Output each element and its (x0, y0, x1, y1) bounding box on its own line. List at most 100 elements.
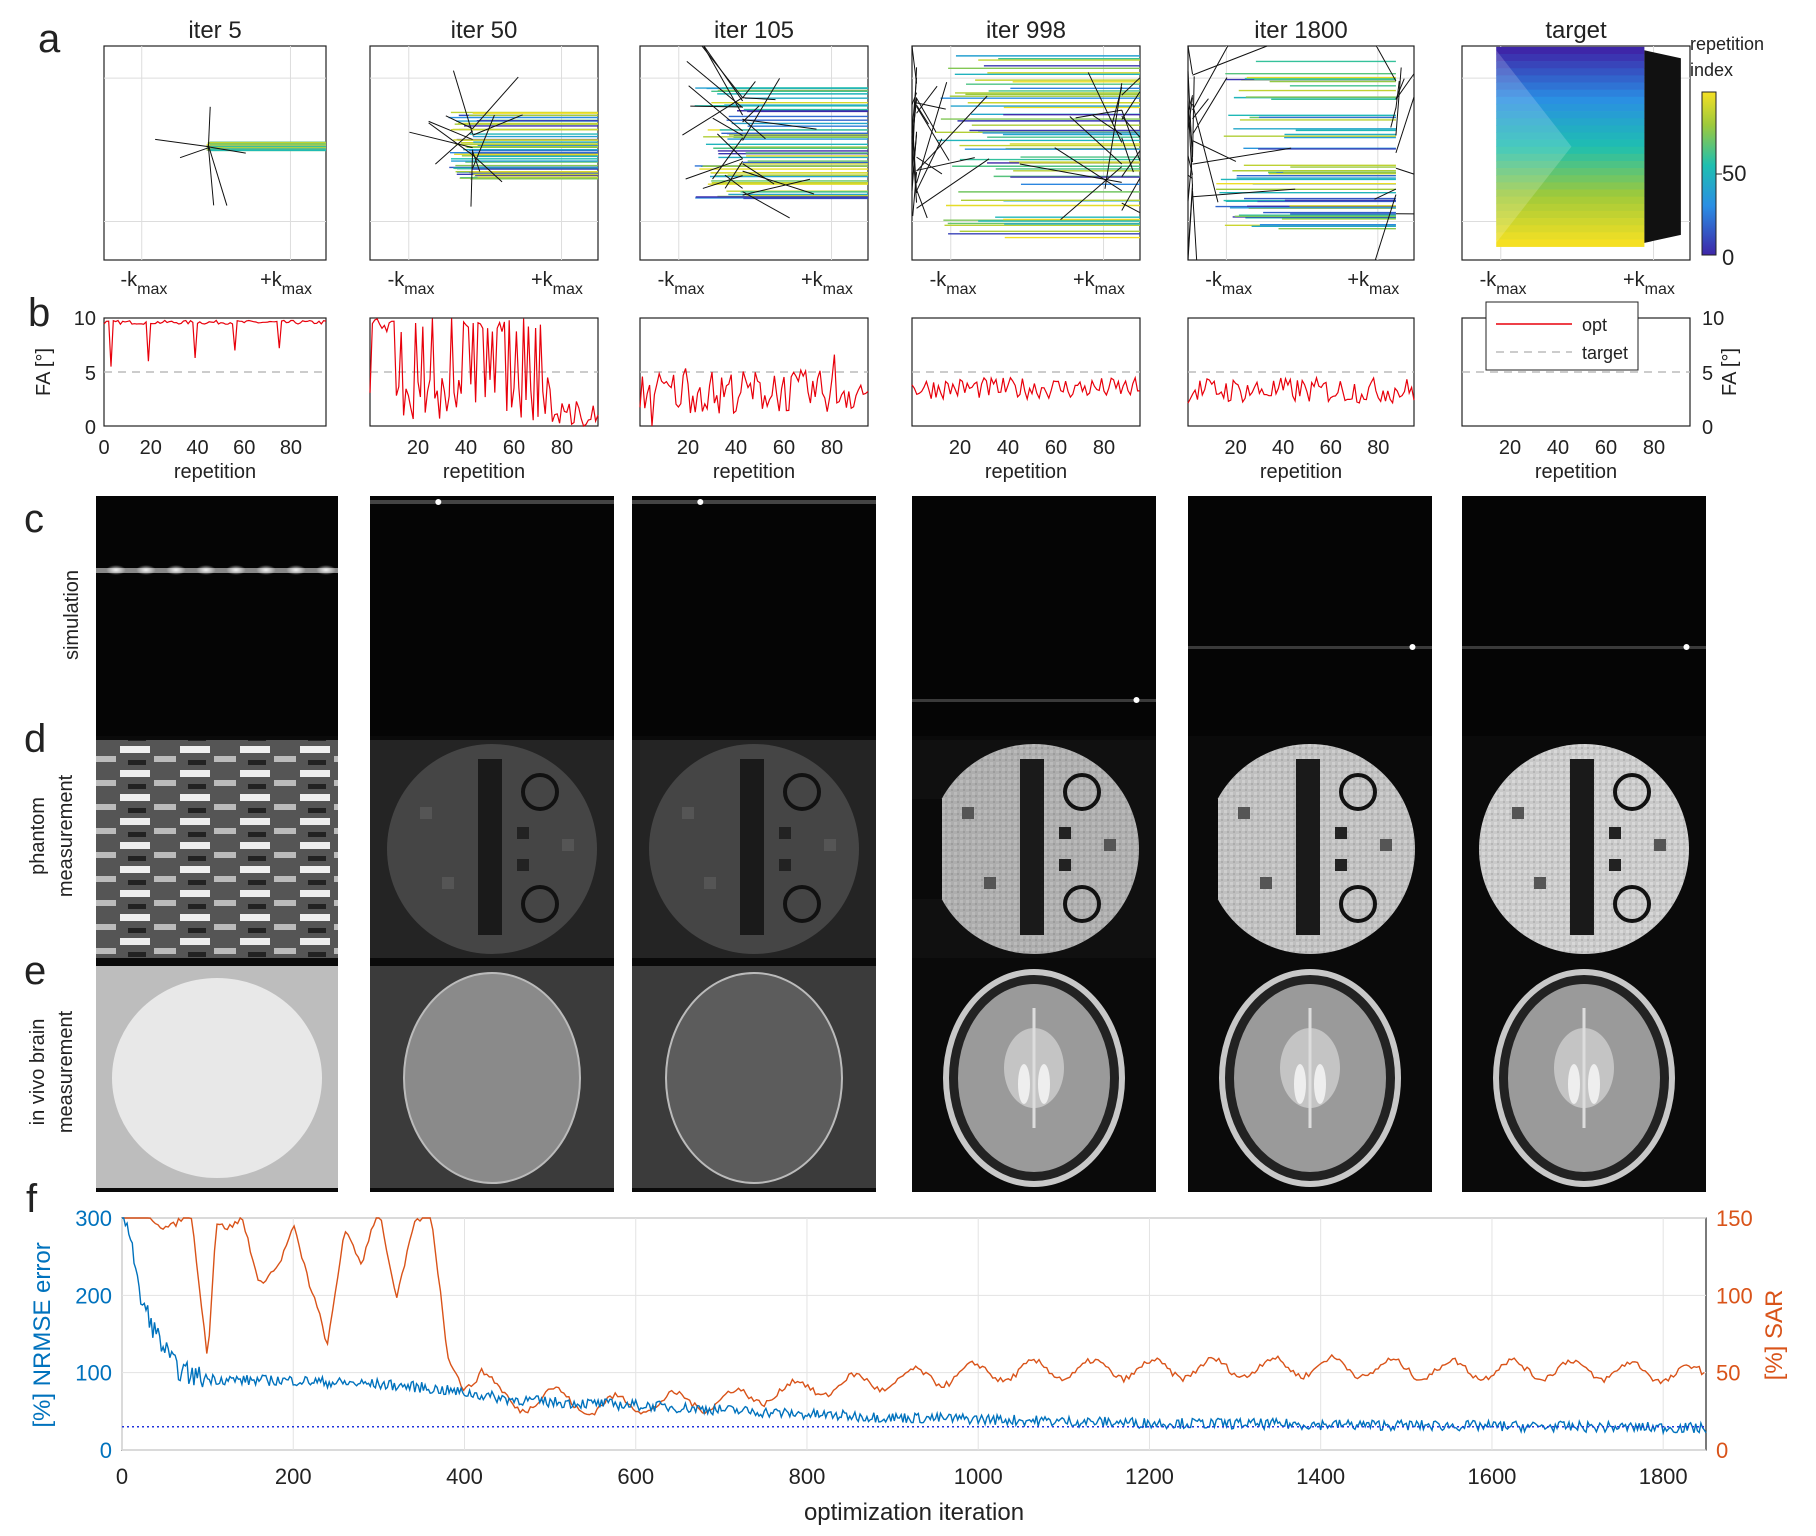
kspace-neg-label: -kmax (930, 269, 977, 298)
kspace-spike (690, 105, 743, 108)
phantom-square (779, 827, 791, 839)
fa-panel (369, 317, 599, 427)
kspace-spike (703, 46, 744, 116)
kspace-spike (472, 151, 481, 172)
kspace-spike (724, 160, 744, 189)
fa-xtick: 40 (455, 437, 477, 459)
fa-xlabel: repetition (174, 461, 256, 483)
fa-opt-line (911, 375, 1140, 402)
kspace-spike (435, 130, 473, 165)
row-label-brain-2: measurement (55, 1010, 77, 1133)
f-sar-line (121, 1216, 1705, 1416)
fa-xtick: 60 (1320, 437, 1342, 459)
simulation-dot (166, 565, 186, 575)
fa-panel (911, 317, 1141, 427)
kspace-pos-label: +kmax (801, 269, 853, 298)
kspace-line (1496, 160, 1645, 169)
simulation-streak (1188, 646, 1432, 649)
row-label-phantom-2: measurement (55, 774, 77, 897)
kspace-spike (911, 131, 918, 192)
kspace-spike (1192, 45, 1268, 76)
f-ytick-left: 300 (75, 1206, 112, 1231)
kspace-spike (1112, 87, 1123, 123)
fa-opt-line (1187, 375, 1415, 405)
kspace-spike (207, 106, 211, 149)
fa-xtick: 0 (98, 437, 109, 459)
phantom-square (562, 839, 574, 851)
column-title: iter 998 (986, 17, 1066, 44)
kspace-spike (1192, 45, 1229, 111)
simulation-dot (1133, 697, 1140, 703)
column-5: target -kmax +kmax 20 40 60 80 repetition 10 5 0 FA… (1461, 17, 1741, 1192)
kspace-spike (911, 92, 918, 105)
phantom-bar (1296, 759, 1320, 935)
f-ytick-left: 0 (100, 1438, 112, 1463)
kspace-line (1496, 196, 1645, 205)
f-xtick: 800 (789, 1464, 826, 1489)
kspace-spike (1187, 187, 1194, 261)
fa-xtick: 60 (233, 437, 255, 459)
fa-ytick: 0 (1702, 417, 1713, 439)
kspace-spike (1121, 109, 1141, 162)
kspace-neg-sub: max (946, 281, 976, 298)
column-title: iter 5 (188, 17, 241, 44)
kspace-spike (472, 154, 503, 183)
fa-xtick: 80 (280, 437, 302, 459)
panel-letter-c: c (24, 497, 44, 541)
phantom-square (1238, 807, 1250, 819)
f-ytick-right: 50 (1716, 1361, 1740, 1386)
kspace-pos-label: +kmax (1073, 269, 1125, 298)
colorbar: repetition index 50 0 (1690, 34, 1764, 270)
panel-letter-e: e (24, 949, 46, 993)
colorbar-title-2: index (1690, 60, 1733, 80)
simulation-dot (286, 565, 306, 575)
kspace-line (1496, 125, 1645, 133)
simulation-dot (226, 565, 246, 575)
simulation-streak (632, 500, 876, 504)
phantom-bar (1020, 759, 1044, 935)
row-label-phantom-1: phantom (27, 797, 49, 875)
fa-xtick: 20 (677, 437, 699, 459)
kspace-line (1496, 53, 1645, 62)
kspace-spike (1375, 45, 1397, 82)
kspace-spike (724, 174, 743, 189)
phantom-ring (1613, 773, 1651, 811)
f-xtick: 400 (446, 1464, 483, 1489)
fa-ylabel: FA [°] (33, 348, 55, 396)
phantom-square (442, 877, 454, 889)
phantom-square (420, 807, 432, 819)
kspace-line (1496, 68, 1645, 76)
simulation-image (370, 496, 614, 736)
fa-xtick: 80 (821, 437, 843, 459)
kspace-spike (428, 120, 473, 141)
phantom-image (1188, 736, 1432, 962)
phantom-square (1512, 807, 1524, 819)
fa-xlabel: repetition (1535, 461, 1617, 483)
kspace-line (1496, 103, 1645, 112)
kspace-spike (472, 114, 523, 136)
kspace-line (1496, 46, 1645, 55)
kspace-pos-label: +kmax (531, 269, 583, 298)
kspace-panel (103, 45, 327, 261)
kspace-neg-sub: max (404, 281, 434, 298)
simulation-dot (136, 565, 156, 575)
phantom-square (1534, 877, 1546, 889)
fa-xlabel: repetition (443, 461, 525, 483)
panel-f-chart: 0 200 400 600 800 1000 1200 1400 1600 18000100200… (75, 1206, 1752, 1489)
kspace-spike (742, 191, 790, 219)
column-title: iter 105 (714, 17, 794, 44)
kspace-pos-sub: max (282, 281, 312, 298)
f-nrmse-line (122, 1217, 1707, 1436)
kspace-pos-sub: max (1095, 281, 1125, 298)
kspace-spike (1192, 188, 1296, 198)
kspace-line (1496, 210, 1645, 219)
kspace-spike (701, 45, 743, 99)
brain-blur (403, 972, 581, 1184)
kspace-pos-sub: max (1369, 281, 1399, 298)
kspace-pos-sub: max (553, 281, 583, 298)
kspace-neg-label: -kmax (658, 269, 705, 298)
colorbar-title-1: repetition (1690, 34, 1764, 54)
simulation-bg (96, 496, 338, 736)
